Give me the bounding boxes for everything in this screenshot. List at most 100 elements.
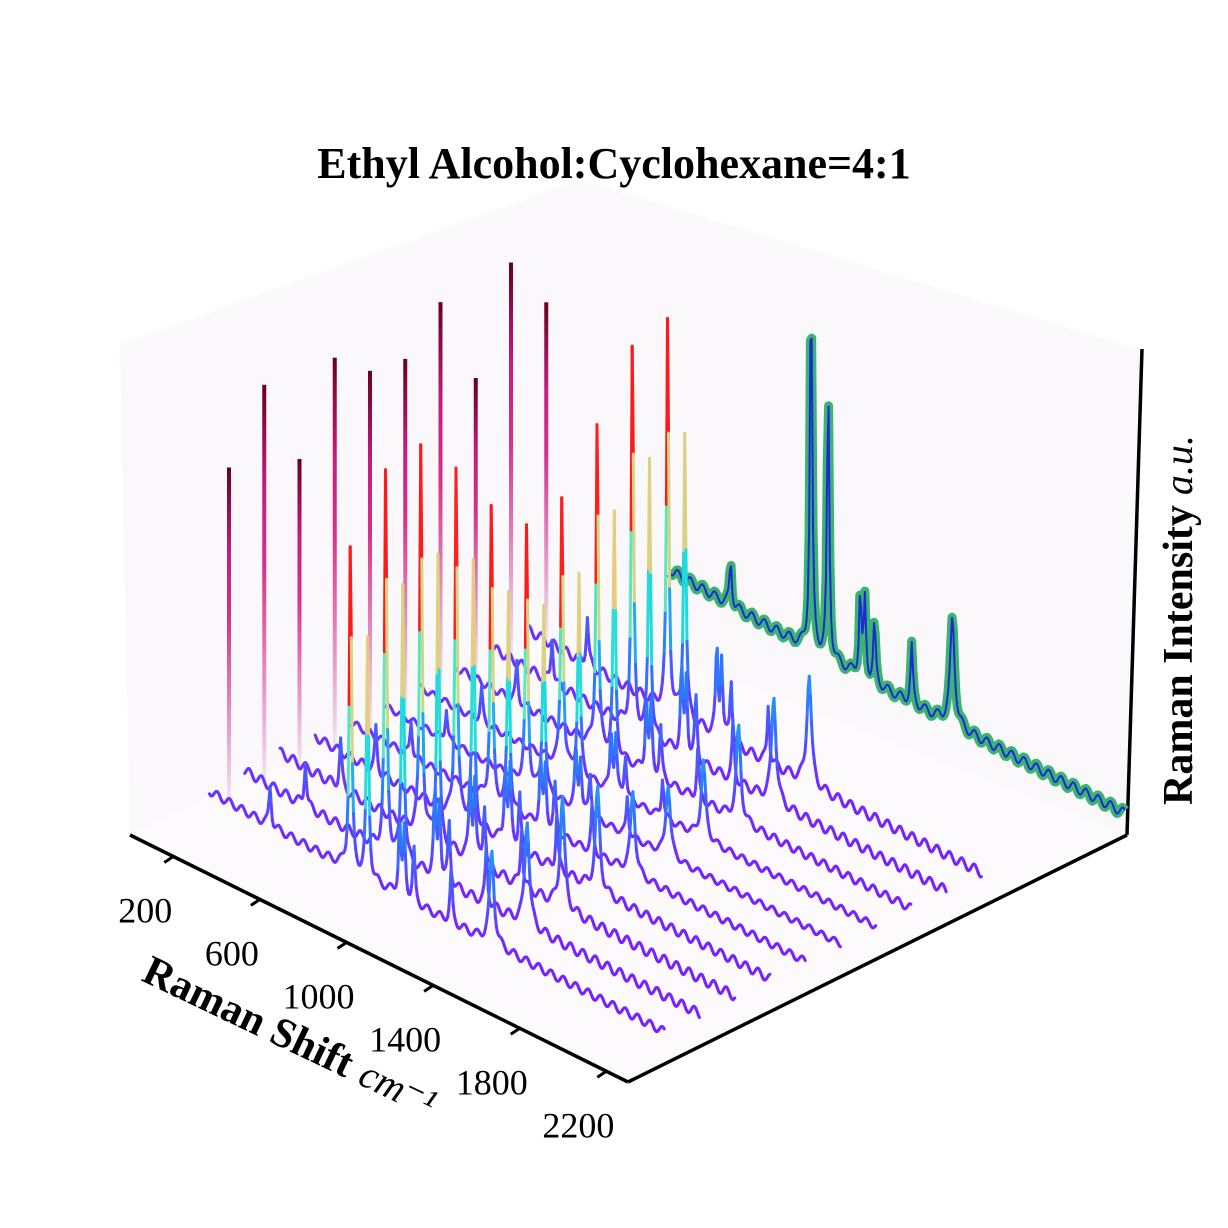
- side-projection-bar: [544, 302, 549, 643]
- spectrum-segment: [577, 571, 582, 656]
- spectrum-segment: [580, 742, 585, 758]
- spectrum-segment: [729, 744, 734, 764]
- x-tick-label: 2200: [542, 1105, 614, 1145]
- spectrum-segment: [486, 729, 491, 765]
- spectrum-segment: [304, 780, 309, 797]
- side-projection-bar: [473, 378, 478, 679]
- spectrum-segment: [491, 702, 496, 752]
- spectrum-segment: [516, 677, 521, 697]
- spectrum-segment: [561, 795, 566, 818]
- spectrum-segment: [642, 743, 647, 760]
- spectrum-segment: [400, 843, 405, 862]
- spectrum-segment: [526, 842, 531, 872]
- spectrum-segment: [440, 812, 445, 826]
- spectrum-segment: [521, 876, 526, 892]
- spectrum-segment: [372, 739, 377, 757]
- spectrum-segment: [660, 671, 665, 687]
- side-projection-bar: [262, 384, 267, 784]
- spectrum-segment: [551, 792, 556, 815]
- spectrum-segment: [606, 763, 611, 776]
- spectrum-segment: [375, 743, 380, 764]
- spectrum-segment: [659, 723, 664, 751]
- x-tick-mark: [596, 1070, 608, 1079]
- spectrum-segment: [576, 773, 581, 787]
- spectrum-segment: [431, 797, 436, 840]
- spectrum-segment: [731, 789, 736, 803]
- spectrum-segment: [480, 820, 485, 845]
- spectrum-segment: [507, 589, 512, 684]
- spectrum-segment: [451, 902, 456, 916]
- spectrum-segment: [614, 731, 619, 757]
- spectrum-segment: [469, 773, 474, 816]
- spectrum-segment: [483, 805, 488, 840]
- spectrum-segment: [366, 635, 371, 739]
- spectrum-segment: [612, 752, 617, 769]
- spectrum-segment: [353, 834, 358, 850]
- spectrum-segment: [558, 807, 563, 841]
- spectrum-segment: [592, 844, 596, 863]
- spectrum-segment: [764, 730, 769, 747]
- spectrum-segment: [439, 795, 444, 816]
- spectrum-segment: [769, 729, 774, 753]
- spectrum-segment: [434, 671, 439, 768]
- spectrum-segment: [735, 730, 740, 758]
- spectrum-segment: [580, 778, 585, 799]
- spectrum-segment: [447, 893, 452, 912]
- spectrum-segment: [349, 636, 354, 765]
- spectrum-segment: [648, 456, 653, 577]
- spectrum-segment: [430, 836, 435, 858]
- side-projection-bar: [297, 459, 302, 767]
- spectrum-segment: [596, 784, 601, 809]
- spectrum-segment: [697, 805, 702, 820]
- spectrum-segment: [509, 791, 514, 821]
- spectrum-segment: [543, 760, 548, 792]
- spectrum-segment: [457, 755, 462, 781]
- spectrum-segment: [528, 868, 532, 890]
- spectrum-segment: [698, 788, 703, 809]
- spectrum-segment: [471, 557, 476, 668]
- spectrum-segment: [352, 812, 356, 838]
- spectrum-segment: [628, 528, 633, 638]
- spectrum-segment: [685, 639, 690, 678]
- spectrum-segment: [436, 552, 441, 672]
- spectrum-segment: [515, 658, 520, 681]
- spectrum-segment: [713, 654, 718, 696]
- spectrum-segment: [555, 815, 560, 832]
- side-projection-bar: [438, 302, 443, 696]
- spectrum-segment: [682, 696, 687, 715]
- spectrum-segment: [488, 855, 493, 882]
- spectrum-segment: [381, 650, 386, 759]
- spectrum-segment: [684, 671, 689, 711]
- spectrum-segment: [523, 830, 528, 859]
- spectrum-segment: [667, 431, 672, 591]
- spectrum-segment: [474, 807, 479, 835]
- spectrum-segment: [449, 869, 454, 886]
- spectrum-segment: [687, 734, 692, 748]
- spectrum-segment: [812, 752, 817, 766]
- spectrum-segment: [720, 653, 725, 690]
- spectrum-segment: [686, 674, 691, 693]
- spectrum-segment: [597, 805, 602, 838]
- spectrum-segment: [477, 698, 482, 714]
- spectrum-segment: [456, 702, 461, 759]
- spectrum-segment: [410, 737, 415, 753]
- spectrum-segment: [528, 743, 533, 764]
- spectrum-segment: [669, 649, 674, 679]
- spectrum-segment: [471, 805, 476, 827]
- spectrum-segment: [597, 640, 602, 693]
- spectrum-segment: [629, 795, 634, 818]
- spectrum-segment: [553, 842, 558, 861]
- z-axis-label-text: Raman Intensity: [1156, 505, 1202, 805]
- spectrum-segment: [542, 603, 547, 684]
- spectrum-segment: [694, 772, 699, 791]
- spectrum-segment: [490, 587, 495, 705]
- spectrum-segment: [579, 716, 584, 746]
- spectrum-segment: [717, 682, 722, 703]
- spectrum-segment: [494, 769, 499, 785]
- spectrum-segment: [773, 719, 778, 751]
- spectrum-segment: [598, 689, 603, 714]
- spectrum-segment: [575, 654, 580, 723]
- spectrum-segment: [651, 700, 656, 718]
- spectrum-segment: [607, 738, 612, 767]
- spectrum-segment: [490, 849, 495, 874]
